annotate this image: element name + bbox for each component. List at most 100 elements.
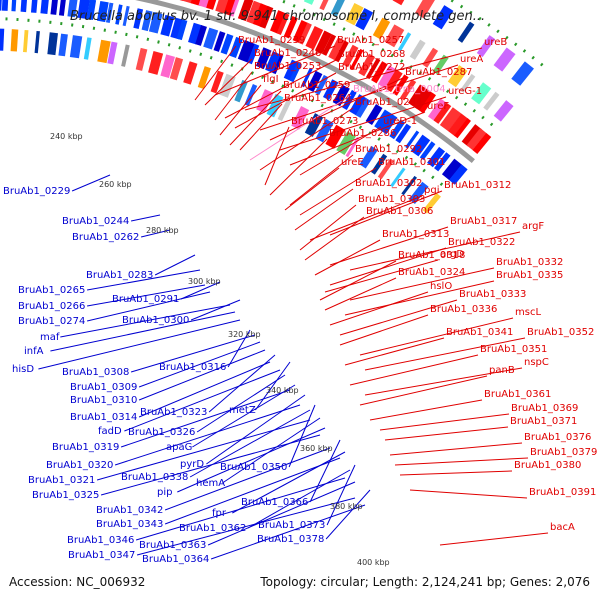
reverse-gene-arrow xyxy=(237,40,255,63)
reverse-label-leader xyxy=(177,427,326,493)
forward-gene-arrow xyxy=(365,58,381,80)
scale-tick-label: 360 kbp xyxy=(300,444,333,453)
cog-category-block xyxy=(422,47,439,68)
reverse-label-leader xyxy=(189,409,311,478)
forward-label-leader xyxy=(439,532,549,546)
reverse-gene-arrow xyxy=(188,22,202,45)
reverse-label-leader xyxy=(192,384,296,448)
forward-gene-label: BruAb1_0306 xyxy=(366,206,433,217)
forward-gene-arrow xyxy=(229,0,240,17)
reverse-gene-label: maf xyxy=(40,332,60,343)
forward-label-leader xyxy=(249,94,352,161)
reverse-label-leader xyxy=(164,457,341,525)
forward-gene-arrow xyxy=(448,113,469,137)
forward-label-leader xyxy=(214,45,336,96)
forward-gene-label: BruAb1_0324 xyxy=(398,267,465,278)
forward-gene-label: BruAb1_0312 xyxy=(444,180,511,191)
forward-gene-arrow xyxy=(392,74,409,96)
cog-category-block xyxy=(355,8,374,31)
forward-gene-label: BruAb1_0336 xyxy=(430,304,497,315)
forward-gene-label: BruAb1_0239 xyxy=(238,35,305,46)
reverse-gene-arrow xyxy=(0,0,2,11)
scale-tick-label: 280 kbp xyxy=(146,226,179,235)
forward-gene-label: BruAb1_0317 xyxy=(450,216,517,227)
reverse-gene-label: BruAb1_0229 xyxy=(3,186,70,197)
reverse-label-leader xyxy=(154,254,196,276)
cog-category-block xyxy=(493,47,516,72)
reverse-gene-arrow xyxy=(419,141,436,161)
cog-category-block xyxy=(47,32,58,56)
forward-label-leader xyxy=(299,167,377,216)
forward-label-leader xyxy=(339,299,458,336)
cog-category-block xyxy=(392,0,405,6)
forward-label-leader xyxy=(409,489,528,499)
reverse-gene-label: fadD xyxy=(98,426,122,437)
cog-category-block xyxy=(169,57,184,81)
forward-gene-label: argD xyxy=(440,249,464,260)
forward-gene-label: BruAb1_0318 xyxy=(398,250,465,261)
forward-gene-label: ureE xyxy=(341,157,364,168)
forward-label-leader xyxy=(349,354,479,386)
forward-gene-label: BruAb1_0322 xyxy=(448,237,515,248)
forward-gene-label: ureB xyxy=(484,37,507,48)
reverse-gene-label: BruAb1_0326 xyxy=(128,427,195,438)
forward-gene-label: BruAb1_0341 xyxy=(446,327,513,338)
scale-tick-label: 320 kbp xyxy=(228,330,261,339)
forward-gene-label: BruAb1_0287 xyxy=(405,67,472,78)
forward-gene-label: pgi xyxy=(424,185,439,196)
cog-category-block xyxy=(471,82,492,105)
reverse-gene-arrow xyxy=(133,8,144,29)
forward-label-leader xyxy=(219,84,262,136)
reverse-gene-label: hemA xyxy=(196,478,225,489)
forward-gene-label: BruAb1_0284 xyxy=(355,97,422,108)
forward-label-leader xyxy=(234,72,337,129)
forward-label-leader xyxy=(364,337,526,371)
forward-gene-label: BruAb1_0335 xyxy=(496,270,563,281)
reverse-gene-arrow xyxy=(148,11,163,34)
forward-label-leader xyxy=(344,280,495,316)
reverse-gene-arrow xyxy=(50,0,58,15)
reverse-gene-arrow xyxy=(122,5,130,27)
cog-category-block xyxy=(121,44,130,67)
cog-category-block xyxy=(476,35,496,58)
reverse-gene-arrow xyxy=(434,152,451,172)
reverse-label-leader xyxy=(232,451,346,514)
reverse-gene-label: BruAb1_0314 xyxy=(70,412,137,423)
cog-category-block xyxy=(371,153,388,175)
reverse-gene-arrow xyxy=(11,0,17,12)
reverse-label-leader xyxy=(136,497,356,556)
forward-gene-label: BruAb1_0361 xyxy=(484,389,551,400)
reverse-gene-label: metZ xyxy=(229,405,256,416)
cog-category-block xyxy=(409,39,426,60)
cog-category-block xyxy=(34,30,40,54)
scale-tick-label: 400 kbp xyxy=(357,558,390,567)
reverse-gene-label: fpr xyxy=(212,508,227,519)
reverse-gene-arrow xyxy=(355,97,371,118)
forward-label-leader xyxy=(339,314,429,346)
scale-tick-label: 300 kbp xyxy=(188,277,221,286)
forward-gene-label: BruAb1_0391 xyxy=(529,487,596,498)
reverse-label-leader xyxy=(288,404,316,468)
reverse-gene-label: BruAb1_0310 xyxy=(70,395,137,406)
reverse-gene-arrow xyxy=(96,0,109,23)
reverse-gene-label: BruAb1_0244 xyxy=(62,216,129,227)
reverse-gene-arrow xyxy=(405,130,420,149)
cog-category-block xyxy=(0,28,5,51)
cog-category-block xyxy=(319,0,329,11)
forward-label-leader xyxy=(194,45,237,101)
forward-gene-label: BruAb1_0272 xyxy=(338,62,405,73)
forward-label-leader xyxy=(289,111,426,166)
forward-label-leader xyxy=(289,154,354,206)
reverse-gene-arrow xyxy=(220,33,234,55)
forward-label-leader xyxy=(329,226,449,266)
forward-gene-arrow xyxy=(292,20,309,44)
forward-label-leader xyxy=(364,367,523,396)
forward-gene-label: BruAb1_0302 xyxy=(355,178,422,189)
forward-label-leader xyxy=(284,167,340,211)
forward-label-leader xyxy=(239,103,283,151)
reverse-gene-arrow xyxy=(427,146,446,168)
forward-gene-arrow xyxy=(358,53,376,77)
reverse-label-leader xyxy=(130,214,161,222)
cog-category-block xyxy=(23,30,29,53)
